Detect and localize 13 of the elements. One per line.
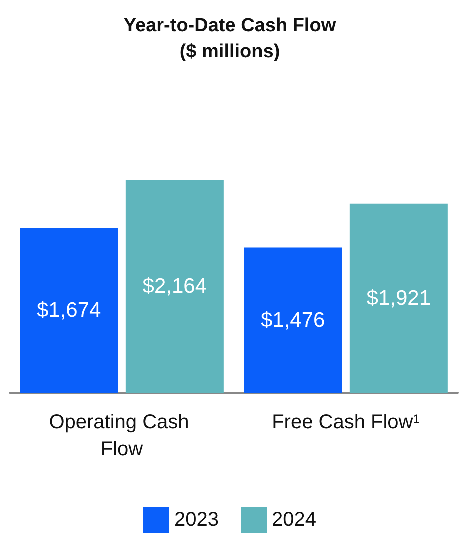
chart-title: Year-to-Date Cash Flow ($ millions) (124, 16, 336, 62)
bar (126, 180, 224, 393)
bar (244, 248, 342, 393)
legend-label: 2024 (272, 509, 316, 531)
data-label: $1,476 (260, 308, 326, 332)
data-label: $1,674 (36, 299, 102, 322)
x-tick-label: Free Cash Flow¹ (272, 412, 420, 434)
legend-label: 2023 (174, 509, 220, 531)
data-label: $2,164 (142, 275, 208, 298)
bar (20, 228, 118, 393)
bar (350, 204, 448, 393)
x-tick-label: Operating Cash Flow (49, 412, 195, 460)
data-label: $1,921 (366, 286, 432, 310)
